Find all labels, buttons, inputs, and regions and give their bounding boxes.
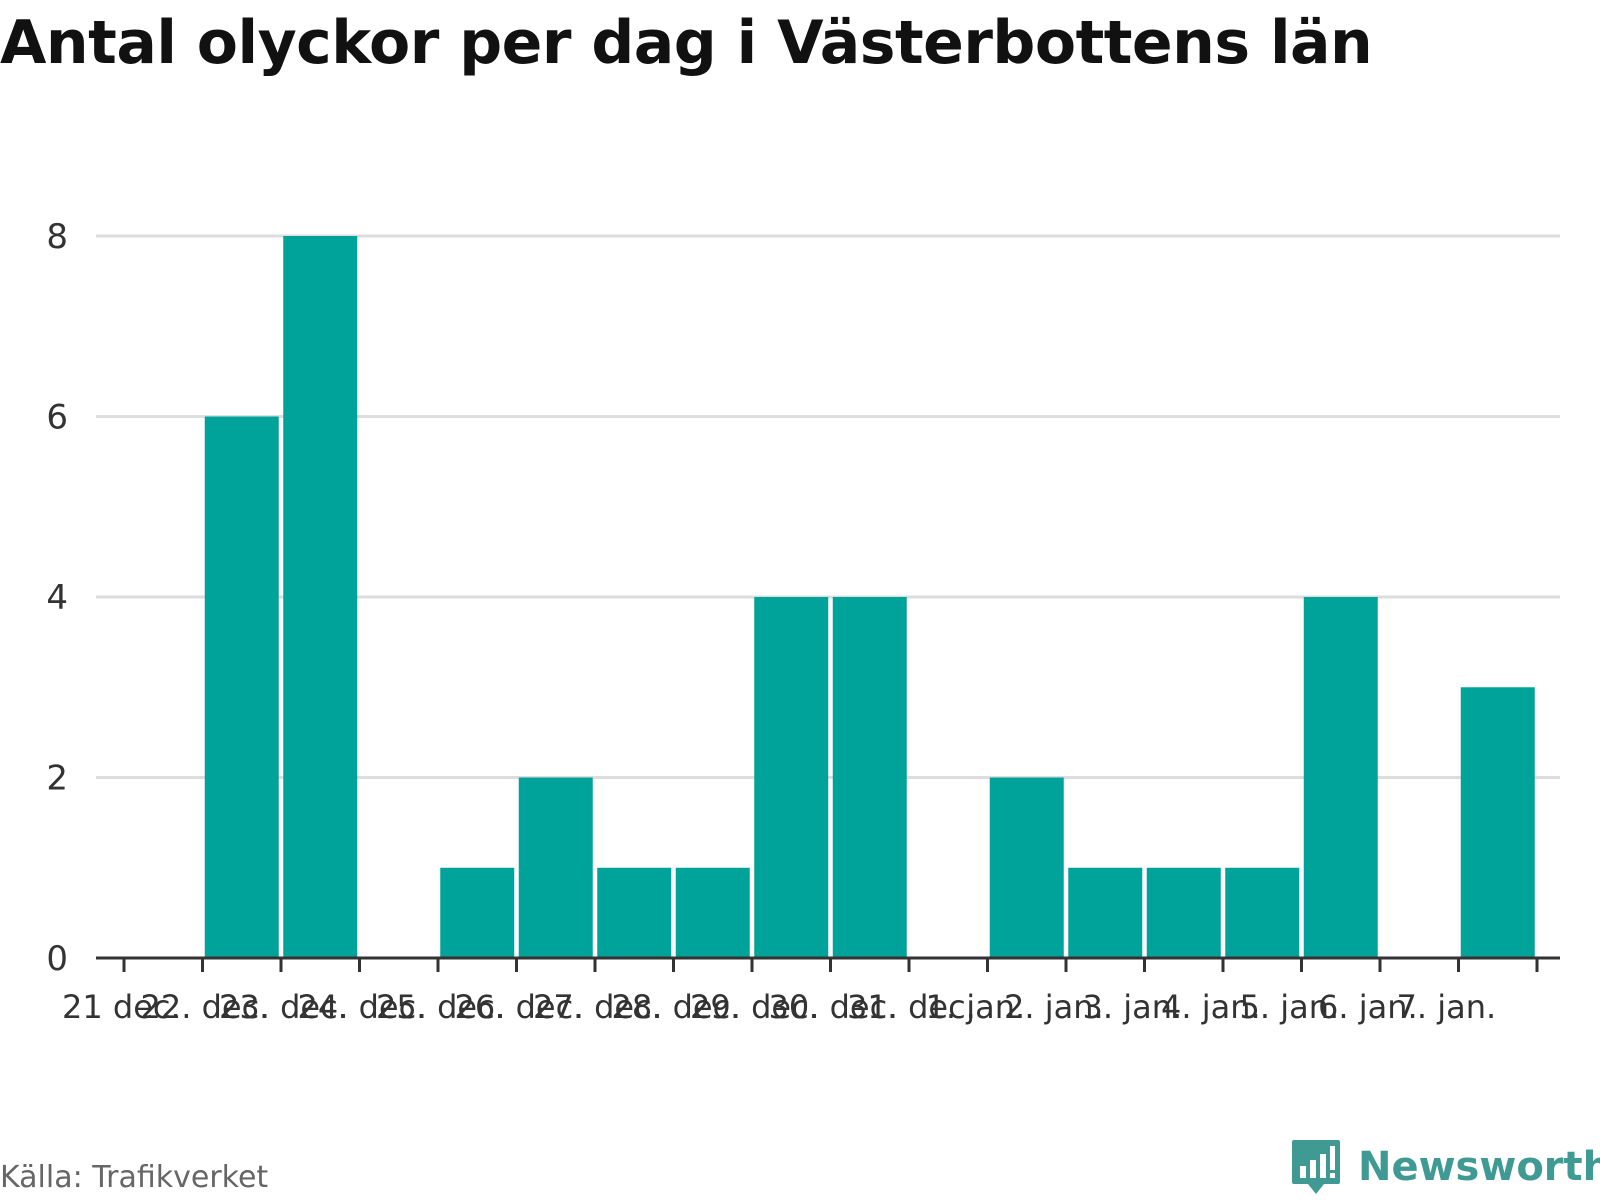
bar: [204, 416, 279, 958]
bar: [1303, 597, 1378, 958]
y-axis-ticks: 0 2 4 6 8: [46, 217, 68, 979]
bar: [440, 867, 515, 958]
x-tick-label: 28. dec.: [612, 988, 741, 1026]
bar: [283, 236, 358, 958]
x-tick-label: 1. jan.: [926, 988, 1026, 1026]
x-axis: [96, 956, 1560, 972]
bar-chart: 0 2 4 6 8 21 dec.22. dec.23. dec.24. dec.25.…: [46, 217, 1560, 1026]
bar: [1460, 687, 1535, 958]
brand-name: Newsworthy: [1358, 1144, 1600, 1190]
x-tick-label: 26. dec.: [455, 988, 584, 1026]
x-tick-label: 5. jan.: [1240, 988, 1340, 1026]
bar: [1146, 867, 1221, 958]
bar: [518, 777, 593, 958]
x-tick-label: 31. dec.: [847, 988, 976, 1026]
x-tick-label: 2. jan.: [1004, 988, 1104, 1026]
x-tick-label: 25. dec.: [376, 988, 505, 1026]
brand-logo: Newsworthy: [1290, 1138, 1600, 1196]
bar: [832, 597, 907, 958]
source-note: Källa: Trafikverket: [0, 1160, 269, 1195]
bar: [675, 867, 750, 958]
bar: [1225, 867, 1300, 958]
x-tick-label: 24. dec.: [298, 988, 427, 1026]
x-tick-label: 27. dec.: [533, 988, 662, 1026]
y-tick-label: 4: [46, 578, 68, 618]
x-tick-label: 22. dec.: [141, 988, 270, 1026]
x-tick-label: 23. dec.: [219, 988, 348, 1026]
bar: [989, 777, 1064, 958]
y-tick-label: 6: [46, 398, 68, 438]
x-tick-label: 30. dec.: [769, 988, 898, 1026]
x-tick-label: 3. jan.: [1083, 988, 1183, 1026]
y-tick-label: 2: [46, 759, 68, 799]
x-tick-label: 21 dec.: [62, 988, 181, 1026]
bar: [597, 867, 672, 958]
x-tick-label: 6. jan.: [1318, 988, 1418, 1026]
y-tick-label: 0: [46, 939, 68, 979]
chart-title: Antal olyckor per dag i Västerbottens lä…: [0, 8, 1373, 78]
bar: [1068, 867, 1143, 958]
bar: [754, 597, 829, 958]
newsworthy-logo-icon: [1292, 1140, 1340, 1194]
y-tick-label: 8: [46, 217, 68, 257]
x-tick-label: 4. jan.: [1161, 988, 1261, 1026]
x-axis-ticks: 21 dec.22. dec.23. dec.24. dec.25. dec.2…: [62, 988, 1496, 1026]
x-tick-label: 29. dec.: [690, 988, 819, 1026]
x-tick-label: 7. jan.: [1397, 988, 1497, 1026]
bars: [204, 236, 1535, 958]
